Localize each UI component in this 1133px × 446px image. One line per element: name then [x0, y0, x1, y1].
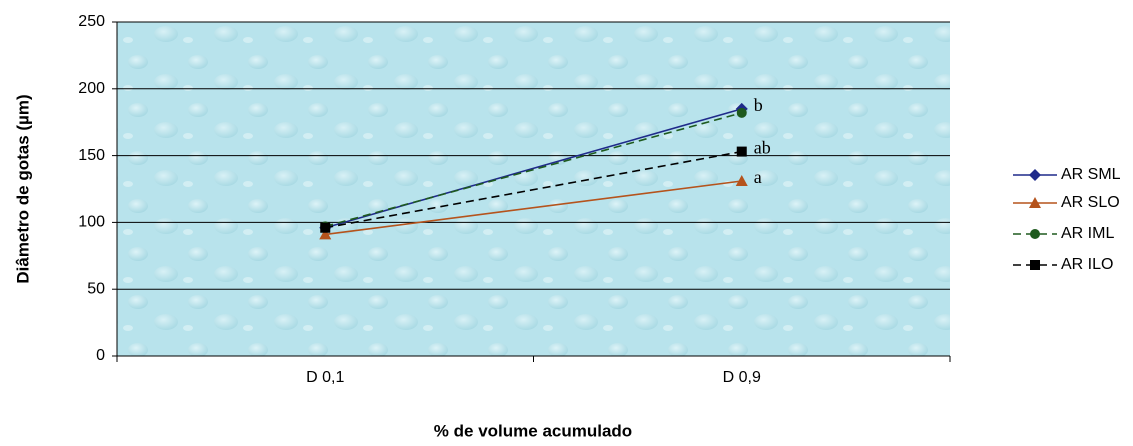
x-axis-title: % de volume acumulado — [434, 421, 632, 440]
data-point — [736, 146, 747, 157]
series-line — [325, 150, 742, 229]
data-point — [735, 174, 748, 186]
y-axis-title: Diâmetro de gotas (µm) — [13, 94, 32, 283]
series-line — [325, 112, 742, 228]
legend-label: AR ILO — [1061, 256, 1113, 273]
y-tick-label: 250 — [78, 13, 105, 30]
legend-marker — [1029, 169, 1041, 181]
legend-marker — [1030, 260, 1040, 270]
annotation: a — [754, 167, 762, 187]
data-point — [736, 107, 747, 118]
legend-label: AR IML — [1061, 225, 1114, 242]
data-point — [319, 228, 332, 240]
x-tick-label: D 0,9 — [723, 369, 761, 386]
legend-marker — [1030, 229, 1040, 239]
y-tick-label: 200 — [78, 80, 105, 97]
y-tick-label: 0 — [96, 347, 105, 364]
series-line — [325, 180, 742, 236]
annotation: ab — [754, 138, 771, 158]
legend-label: AR SML — [1061, 166, 1121, 183]
legend-marker — [1029, 197, 1041, 208]
x-tick-label: D 0,1 — [306, 369, 344, 386]
y-tick-label: 100 — [78, 214, 105, 231]
legend-label: AR SLO — [1061, 194, 1120, 211]
y-tick-label: 150 — [78, 147, 105, 164]
y-tick-label: 50 — [87, 280, 105, 297]
annotation: b — [754, 95, 763, 115]
data-point — [320, 222, 331, 233]
